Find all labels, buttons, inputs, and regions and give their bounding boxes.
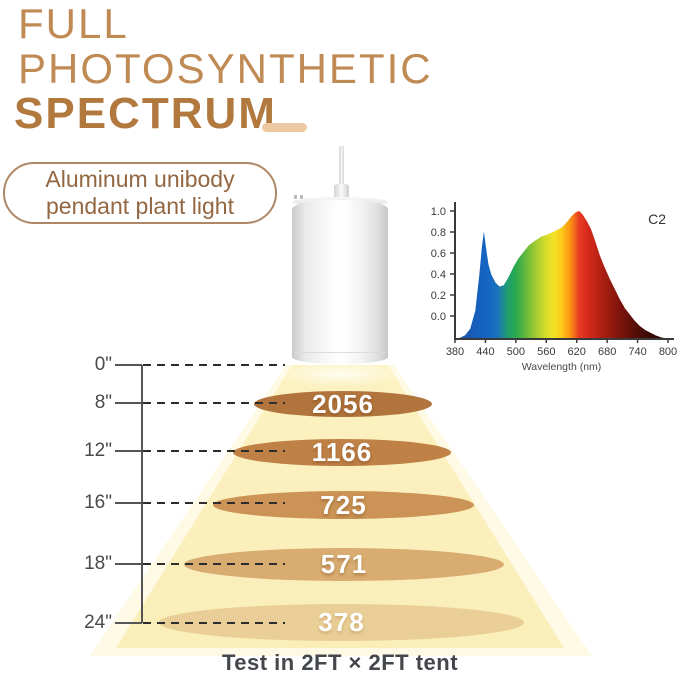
ruler-tick-24in	[115, 622, 142, 624]
ppfd-reading-16in: 725	[213, 489, 474, 520]
x-tick-label: 560	[537, 346, 555, 358]
y-tick-label: 0.0	[431, 311, 446, 323]
dash-line-24in	[143, 622, 285, 624]
y-tick-label: 1.0	[431, 206, 446, 218]
lamp-body	[292, 200, 388, 364]
ruler-tick-8in	[115, 402, 142, 404]
ruler-axis-line	[141, 365, 143, 623]
x-axis-title: Wavelength (nm)	[522, 361, 602, 373]
ppfd-value: 1166	[311, 437, 373, 467]
ruler-label-18in: 18"	[84, 553, 112, 574]
dash-line-18in	[143, 563, 285, 565]
y-tick-label: 0.6	[431, 248, 446, 260]
ppfd-value: 571	[320, 549, 368, 579]
x-tick-label: 440	[476, 346, 494, 358]
x-tick-label: 380	[446, 346, 464, 358]
ruler-label-8in: 8"	[94, 392, 112, 413]
light-flash	[272, 361, 408, 387]
ruler-label-12in: 12"	[84, 440, 112, 461]
title-line-1: FULL	[18, 0, 129, 47]
lamp-cord	[339, 146, 344, 188]
title-line-2: PHOTOSYNTHETIC	[18, 45, 433, 92]
y-tick-label: 0.8	[431, 227, 446, 239]
ruler-tick-18in	[115, 563, 142, 565]
dash-line-16in	[143, 502, 285, 504]
ppfd-reading-8in: 2056	[254, 388, 432, 419]
ruler-label-24in: 24"	[84, 612, 112, 633]
lamp-seam	[295, 352, 385, 353]
product-badge: Aluminum unibody pendant plant light	[3, 162, 277, 224]
test-caption: Test in 2FT × 2FT tent	[221, 650, 459, 675]
ruler-tick-16in	[115, 502, 142, 504]
badge-line-2: pendant plant light	[46, 193, 234, 219]
lamp-detail-nub	[300, 195, 303, 199]
ruler-label-16in: 16"	[84, 492, 112, 513]
spectrum-chart: 1.0 0.8 0.6 0.4 0.2 0.0 380 440 500 560 620 680 740 8…	[431, 202, 677, 373]
ppfd-value: 725	[320, 489, 367, 520]
x-tick-label: 740	[628, 346, 646, 358]
lamp-detail-nub	[294, 195, 297, 199]
ruler-label-0in: 0"	[94, 354, 112, 375]
x-tick-label: 800	[659, 346, 677, 358]
dash-line-8in	[143, 402, 285, 404]
x-tick-label: 620	[568, 346, 586, 358]
title-dash-decoration	[262, 123, 307, 132]
x-tick-label: 680	[598, 346, 616, 358]
dash-line-0in	[143, 364, 285, 366]
dash-line-12in	[143, 450, 285, 452]
ruler-tick-12in	[115, 450, 142, 452]
spectrum-area	[455, 211, 668, 339]
ppfd-value: 378	[318, 607, 365, 637]
ruler-tick-0in	[115, 364, 142, 366]
chart-label: C2	[648, 211, 666, 227]
badge-line-1: Aluminum unibody	[45, 166, 235, 192]
y-tick-label: 0.2	[431, 290, 446, 302]
y-tick-label: 0.4	[431, 269, 446, 281]
x-tick-label: 500	[507, 346, 525, 358]
ppfd-reading-12in: 1166	[233, 437, 451, 467]
title-line-3: SPECTRUM	[14, 89, 277, 138]
ppfd-value: 2056	[312, 388, 374, 419]
